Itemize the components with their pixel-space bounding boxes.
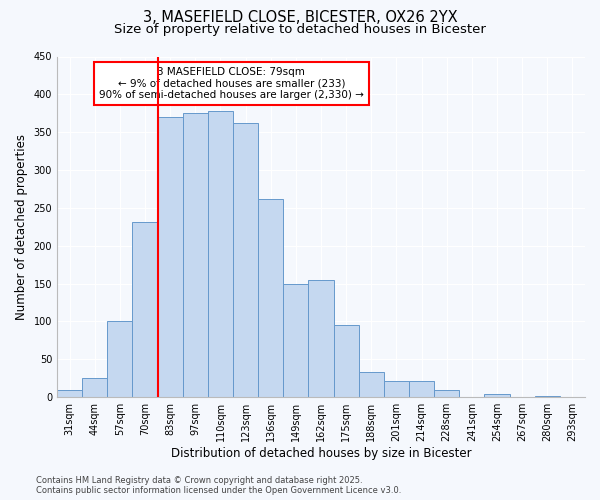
Text: 3, MASEFIELD CLOSE, BICESTER, OX26 2YX: 3, MASEFIELD CLOSE, BICESTER, OX26 2YX xyxy=(143,10,457,25)
Bar xyxy=(409,382,434,397)
Bar xyxy=(158,117,183,397)
Bar xyxy=(359,372,384,397)
Bar xyxy=(133,222,158,397)
Y-axis label: Number of detached properties: Number of detached properties xyxy=(15,134,28,320)
Bar xyxy=(283,284,308,397)
Text: Contains HM Land Registry data © Crown copyright and database right 2025.
Contai: Contains HM Land Registry data © Crown c… xyxy=(36,476,401,495)
Text: 3 MASEFIELD CLOSE: 79sqm
← 9% of detached houses are smaller (233)
90% of semi-d: 3 MASEFIELD CLOSE: 79sqm ← 9% of detache… xyxy=(99,66,364,100)
X-axis label: Distribution of detached houses by size in Bicester: Distribution of detached houses by size … xyxy=(171,447,472,460)
Bar xyxy=(82,378,107,397)
Bar xyxy=(434,390,459,397)
Bar xyxy=(484,394,509,397)
Bar xyxy=(57,390,82,397)
Bar xyxy=(258,199,283,397)
Bar xyxy=(334,324,359,397)
Bar xyxy=(208,111,233,397)
Bar xyxy=(107,320,133,397)
Bar xyxy=(183,114,208,397)
Bar xyxy=(384,382,409,397)
Bar xyxy=(308,280,334,397)
Text: Size of property relative to detached houses in Bicester: Size of property relative to detached ho… xyxy=(114,22,486,36)
Bar xyxy=(233,123,258,397)
Bar xyxy=(535,396,560,397)
